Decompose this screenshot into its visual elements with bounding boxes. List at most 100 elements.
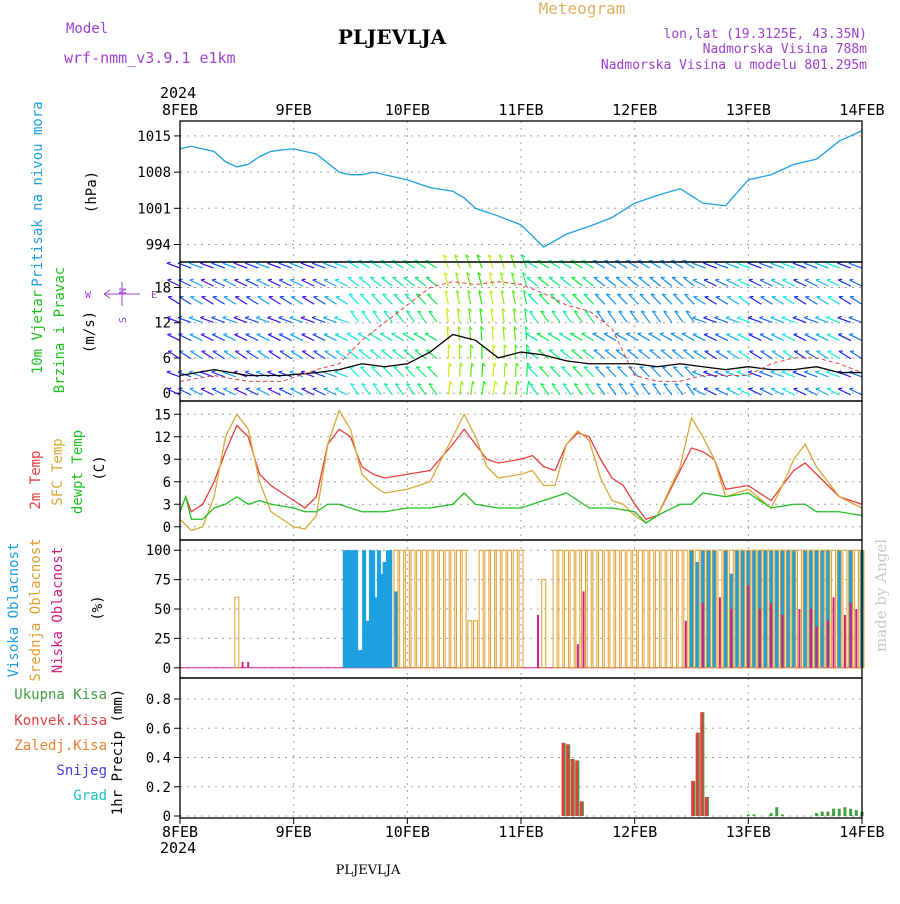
wind-arrow [360,367,370,377]
wind-arrow [683,278,694,287]
dewpt-title: dewpt Temp [70,430,86,514]
wind-arrow [471,381,473,395]
wind-arrow [538,278,549,287]
wind-arrow [359,350,370,359]
wind-arrowhead [771,334,775,335]
wind-arrow [302,297,314,304]
coordinates: lon,lat (19.3125E, 43.35N) [664,27,868,42]
wind-arrow [167,263,180,268]
sfc-temp-title: SFC Temp [50,438,66,505]
model-elevation: Nadmorska Visina u modelu 801.295m [601,58,867,73]
wind-arrowhead [640,294,644,295]
wind-arrow [649,334,661,341]
wind-arrow [771,263,784,268]
wind-arrow [673,294,683,304]
bar-1 [696,733,699,816]
wind-arrowhead [528,367,532,368]
location-title: PLJEVLJA [338,25,447,49]
wind-arrow [662,294,672,304]
bar-1 [700,712,703,816]
bar-2 [781,615,783,668]
wind-arrowhead [189,371,193,372]
wind-arrowhead [771,388,775,389]
bar-2 [747,585,749,667]
model-label: Model [66,21,108,37]
wind-arrow [760,280,773,286]
wind-arrow [267,318,280,323]
wind-arrow [759,372,772,377]
wind-arrow [573,367,583,377]
bar-0 [747,815,750,816]
wind-arrow [246,280,259,286]
wind-arrow [640,367,650,377]
wind-arrow [650,278,661,287]
wind-arrowhead [726,316,730,317]
wind-arrow [661,350,672,359]
wind-arrow [782,263,795,268]
wind-arrowhead [782,316,786,317]
wind-arrow [805,389,818,395]
wind-arrow [562,294,572,304]
wind-arrow [246,351,258,358]
bar-0 [362,550,366,668]
wind-arrow [167,334,180,340]
bar-0 [712,550,716,668]
bar-0 [837,550,841,668]
wind-arrow [838,318,851,323]
wind-arrow [748,263,761,268]
bar-1 [474,621,478,668]
wind-arrowhead [349,294,353,295]
wind-arrow [324,280,337,286]
wind-arrow [527,381,529,395]
bar-1 [542,580,546,668]
wind-arrow [759,263,772,268]
y-tick-label: 0 [163,809,171,825]
wind-arrow [804,318,817,323]
wind-arrow [771,334,784,340]
wind-arrow [527,278,538,287]
y-tick-label: 0 [163,661,171,677]
wind-arrowhead [506,381,508,385]
wind-arrow [597,311,605,322]
wind-arrowhead [190,388,194,389]
wind-arrowhead [550,294,554,295]
cloud-unit: (%) [90,595,106,620]
wind-arrow [347,334,359,341]
wind-arrowhead [640,367,644,368]
wind-arrow [268,334,281,340]
bar-0 [792,550,796,668]
wind-arrowhead [595,294,599,295]
wind-arrow [804,263,817,268]
bottom-year: 2024 [160,839,196,857]
wind-arrowhead [302,279,306,280]
wind-arrowhead [804,371,808,372]
wind-arrow [313,389,326,395]
wind-arrowhead [212,334,216,335]
wind-arrow [630,384,638,395]
wind-arrow [258,351,270,358]
bar-0 [855,810,858,816]
wind-arrowhead [827,279,831,280]
wind-arrow [550,294,560,304]
wind-arrow [514,327,515,341]
wind-arrowhead [212,371,216,372]
time-label-top: 13FEB [726,101,771,119]
wind-arrow [336,297,348,304]
wind-arrow [615,334,627,341]
wind-arrowhead [771,316,775,317]
wind-arrowhead [279,279,283,280]
wind-arrow [550,367,560,377]
wind-arrowhead [815,371,819,372]
wind-arrow [771,389,784,395]
wind-arrow [448,363,449,377]
wind-arrow [212,389,225,395]
wind-arrow [245,263,258,268]
wind-arrow [651,294,661,304]
wind-arrowhead [849,388,853,389]
wind-arrowhead [749,334,753,335]
bar-2 [798,609,800,668]
wind-arrow [617,367,627,377]
bar-0 [394,591,398,667]
wind-arrow [481,327,482,341]
